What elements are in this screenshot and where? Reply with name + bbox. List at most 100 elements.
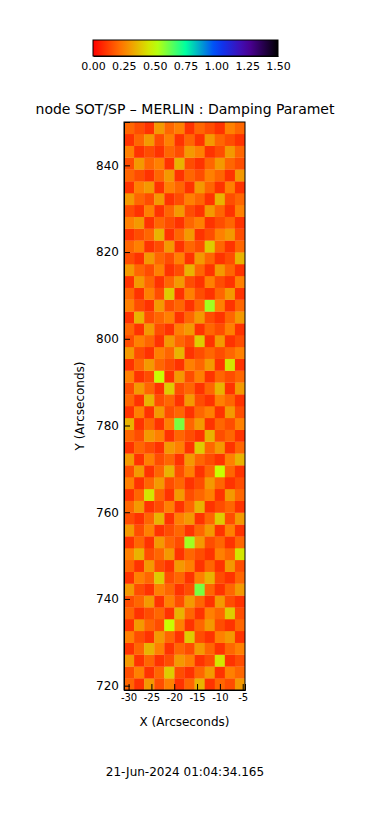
heatmap-cell: [134, 406, 144, 418]
heatmap-cell: [185, 335, 195, 347]
heatmap-cell: [205, 347, 215, 359]
heatmap-cell: [225, 347, 235, 359]
heatmap-cell: [174, 607, 184, 619]
heatmap-cell: [134, 631, 144, 643]
y-tick: 820: [96, 245, 130, 259]
heatmap-cell: [144, 134, 154, 146]
heatmap-cell: [215, 489, 225, 501]
heatmap-cell: [185, 217, 195, 229]
heatmap-cell: [164, 134, 174, 146]
heatmap-cell: [174, 489, 184, 501]
heatmap-cell: [164, 595, 174, 607]
heatmap-cell: [134, 477, 144, 489]
heatmap-cell: [215, 536, 225, 548]
heatmap-cell: [235, 217, 245, 229]
heatmap-cell: [215, 453, 225, 465]
heatmap-cell: [134, 205, 144, 217]
heatmap-cell: [154, 655, 164, 667]
heatmap-cell: [215, 158, 225, 170]
heatmap-cell: [235, 300, 245, 312]
y-tick-mark: [124, 426, 130, 427]
heatmap-cell: [235, 477, 245, 489]
heatmap-cell: [195, 607, 205, 619]
heatmap-cell: [134, 572, 144, 584]
heatmap-cell: [215, 264, 225, 276]
colorbar-axis-line: [94, 56, 279, 57]
heatmap-cell: [185, 264, 195, 276]
heatmap-cell: [174, 513, 184, 525]
heatmap-cell: [235, 430, 245, 442]
heatmap-cell: [134, 217, 144, 229]
heatmap-cell: [235, 595, 245, 607]
heatmap-cell: [215, 430, 225, 442]
heatmap-cell: [124, 134, 134, 146]
title: node SOT/SP – MERLIN : Damping Paramet: [36, 101, 335, 117]
heatmap-cell: [154, 169, 164, 181]
heatmap-cell: [174, 347, 184, 359]
heatmap-cell: [134, 300, 144, 312]
heatmap-cell: [154, 181, 164, 193]
heatmap-cell: [174, 382, 184, 394]
heatmap-cell: [185, 453, 195, 465]
heatmap-cell: [225, 655, 235, 667]
heatmap-cell: [164, 548, 174, 560]
heatmap-cell: [164, 193, 174, 205]
heatmap-cell: [195, 631, 205, 643]
heatmap-cell: [205, 619, 215, 631]
heatmap-cell: [225, 524, 235, 536]
heatmap-cell: [134, 678, 144, 690]
heatmap-cell: [195, 643, 205, 655]
heatmap-cell: [174, 643, 184, 655]
heatmap-cell: [235, 335, 245, 347]
heatmap-cell: [205, 584, 215, 596]
heatmap-cell: [174, 169, 184, 181]
heatmap-cell: [235, 489, 245, 501]
heatmap-cell: [124, 442, 134, 454]
heatmap-cell: [154, 300, 164, 312]
heatmap-cell: [154, 252, 164, 264]
heatmap-cell: [164, 146, 174, 158]
heatmap-cell: [205, 193, 215, 205]
heatmap-cell: [144, 300, 154, 312]
heatmap-cell: [185, 584, 195, 596]
heatmap-cell: [144, 347, 154, 359]
heatmap-cell: [174, 548, 184, 560]
heatmap-cell: [174, 276, 184, 288]
heatmap-cell: [185, 394, 195, 406]
colorbar-tick-label: 1.50: [266, 60, 291, 73]
heatmap-cell: [225, 217, 235, 229]
heatmap-cell: [124, 418, 134, 430]
heatmap-cell: [144, 501, 154, 513]
heatmap-cell: [124, 252, 134, 264]
y-tick-label: 760: [96, 506, 119, 520]
heatmap-cell: [134, 347, 144, 359]
y-tick-mark: [124, 512, 130, 513]
heatmap-cell: [235, 169, 245, 181]
heatmap-cell: [195, 465, 205, 477]
heatmap-cell: [205, 371, 215, 383]
heatmap-cell: [205, 311, 215, 323]
heatmap-cell: [154, 406, 164, 418]
heatmap-cell: [235, 560, 245, 572]
heatmap-cell: [144, 323, 154, 335]
heatmap-cell: [164, 394, 174, 406]
heatmap-cell: [185, 430, 195, 442]
heatmap-cell: [205, 631, 215, 643]
heatmap-cell: [235, 252, 245, 264]
heatmap-cell: [225, 371, 235, 383]
heatmap-cell: [185, 595, 195, 607]
y-tick-label: 740: [96, 592, 119, 606]
heatmap-cell: [195, 146, 205, 158]
heatmap-cell: [215, 323, 225, 335]
heatmap-cell: [124, 193, 134, 205]
heatmap-cell: [164, 465, 174, 477]
heatmap-cell: [134, 240, 144, 252]
heatmap-cell: [154, 276, 164, 288]
heatmap-cell: [235, 465, 245, 477]
plot-frame: [124, 122, 245, 690]
heatmap-cell: [174, 146, 184, 158]
heatmap-cell: [174, 288, 184, 300]
y-tick: 800: [96, 332, 130, 346]
heatmap-cell: [154, 595, 164, 607]
heatmap-cell: [164, 453, 174, 465]
